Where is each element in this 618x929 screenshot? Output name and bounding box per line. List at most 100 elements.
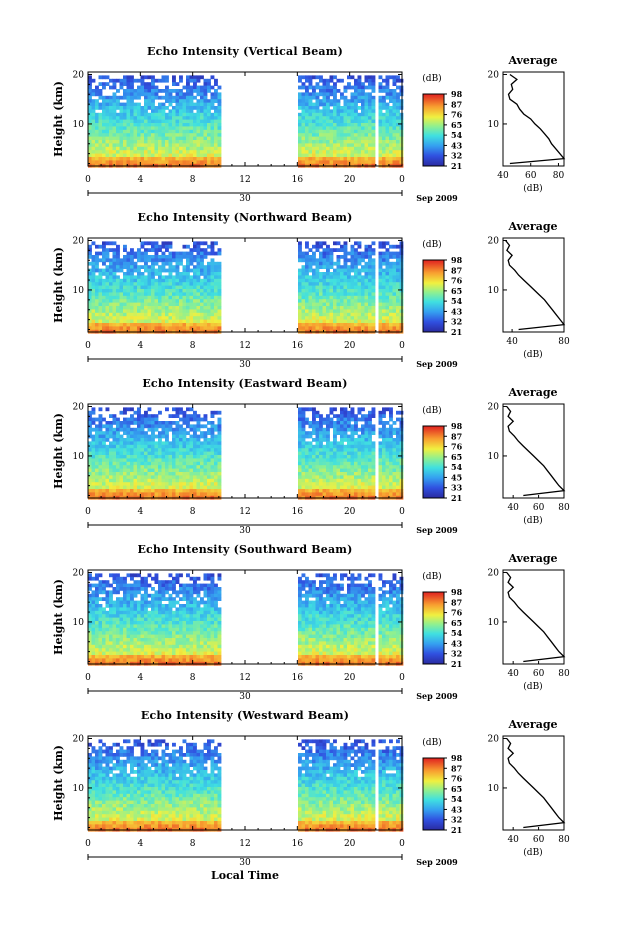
heatmap-cell bbox=[200, 251, 204, 256]
heatmap-cell bbox=[361, 89, 365, 93]
heatmap-cell bbox=[385, 489, 390, 493]
heatmap-cell bbox=[147, 153, 152, 158]
heatmap-cell bbox=[378, 448, 383, 452]
heatmap-cell bbox=[98, 106, 103, 110]
heatmap-cell bbox=[312, 309, 316, 314]
heatmap-cell bbox=[133, 285, 138, 290]
heatmap-cell bbox=[158, 116, 162, 120]
heatmap-cell bbox=[189, 292, 194, 297]
heatmap-cell bbox=[130, 444, 134, 449]
heatmap-cell bbox=[308, 119, 313, 124]
heatmap-cell bbox=[210, 153, 215, 158]
heatmap-cell bbox=[123, 136, 127, 141]
heatmap-cell bbox=[336, 160, 341, 165]
heatmap-cell bbox=[203, 85, 208, 90]
heatmap-cell bbox=[154, 417, 159, 422]
heatmap-cell bbox=[119, 116, 124, 120]
heatmap-cell bbox=[165, 160, 169, 165]
heatmap-cell bbox=[210, 461, 215, 466]
heatmap-cell bbox=[329, 89, 334, 93]
heatmap-cell bbox=[88, 302, 92, 307]
heatmap-cell bbox=[196, 251, 201, 256]
heatmap-cell bbox=[130, 407, 134, 412]
heatmap-cell bbox=[312, 112, 316, 117]
heatmap-cell bbox=[371, 75, 376, 80]
heatmap-cell bbox=[165, 424, 169, 429]
heatmap-cell bbox=[333, 461, 337, 466]
heatmap-cell bbox=[193, 410, 197, 415]
heatmap-cell bbox=[172, 129, 176, 134]
heatmap-cell bbox=[123, 489, 127, 493]
heatmap-cell bbox=[165, 431, 169, 435]
heatmap-cell bbox=[112, 109, 117, 114]
heatmap-cell bbox=[147, 468, 152, 473]
heatmap-cell bbox=[137, 95, 141, 100]
heatmap-cell bbox=[203, 116, 208, 120]
heatmap-cell bbox=[119, 465, 124, 469]
heatmap-cell bbox=[161, 309, 166, 314]
heatmap-cell bbox=[357, 278, 362, 283]
heatmap-cell bbox=[308, 109, 313, 114]
heatmap-cell bbox=[347, 278, 351, 283]
heatmap-cell bbox=[172, 309, 176, 314]
heatmap-cell bbox=[368, 119, 372, 124]
heatmap-cell bbox=[200, 75, 204, 80]
heatmap-cell bbox=[217, 143, 222, 148]
heatmap-cell bbox=[88, 468, 92, 473]
heatmap-cell bbox=[175, 255, 180, 259]
heatmap-cell bbox=[140, 478, 145, 483]
heatmap-cell bbox=[354, 140, 358, 144]
heatmap-cell bbox=[207, 82, 211, 86]
heatmap-cell bbox=[168, 319, 173, 324]
heatmap-cell bbox=[347, 106, 351, 110]
heatmap-cell bbox=[161, 265, 166, 269]
heatmap-cell bbox=[158, 316, 162, 320]
heatmap-cell bbox=[98, 140, 103, 144]
heatmap-cell bbox=[182, 143, 187, 148]
heatmap-cell bbox=[105, 255, 110, 259]
heatmap-cell bbox=[392, 95, 397, 100]
heatmap-cell bbox=[361, 153, 365, 158]
heatmap-cell bbox=[189, 140, 194, 144]
heatmap-cell bbox=[305, 306, 309, 310]
heatmap-cell bbox=[340, 407, 344, 412]
heatmap-cell bbox=[350, 119, 355, 124]
heatmap-cell bbox=[361, 407, 365, 412]
heatmap-cell bbox=[399, 85, 404, 90]
heatmap-cell bbox=[319, 441, 323, 446]
heatmap-cell bbox=[172, 150, 176, 154]
heatmap-cell bbox=[98, 150, 103, 154]
heatmap-cell bbox=[368, 444, 372, 449]
heatmap-cell bbox=[168, 427, 173, 432]
heatmap-cell bbox=[329, 319, 334, 324]
colorbar-tick-label: 65 bbox=[451, 120, 462, 130]
heatmap-cell bbox=[200, 282, 204, 286]
heatmap-cell bbox=[343, 109, 348, 114]
heatmap-cell bbox=[347, 136, 351, 141]
heatmap-cell bbox=[319, 295, 323, 300]
heatmap-cell bbox=[91, 255, 96, 259]
heatmap-cell bbox=[340, 282, 344, 286]
heatmap-cell bbox=[200, 95, 204, 100]
heatmap-cell bbox=[364, 285, 369, 290]
heatmap-cell bbox=[88, 326, 92, 331]
heatmap-cell bbox=[140, 258, 145, 263]
heatmap-cell bbox=[347, 119, 351, 124]
heatmap-cell bbox=[361, 92, 365, 97]
heatmap-cell bbox=[147, 461, 152, 466]
heatmap-cell bbox=[312, 414, 316, 418]
heatmap-cell bbox=[119, 306, 124, 310]
heatmap-cell bbox=[172, 316, 176, 320]
heatmap-cell bbox=[133, 153, 138, 158]
heatmap-cell bbox=[179, 438, 183, 442]
heatmap-cell bbox=[361, 424, 365, 429]
heatmap-cell bbox=[140, 444, 145, 449]
heatmap-cell bbox=[140, 255, 145, 259]
heatmap-cell bbox=[333, 157, 337, 161]
heatmap-cell bbox=[368, 255, 372, 259]
heatmap-cell bbox=[154, 482, 159, 486]
heatmap-cell bbox=[161, 268, 166, 273]
heatmap-cell bbox=[389, 275, 393, 280]
heatmap-cell bbox=[326, 133, 330, 137]
heatmap-cell bbox=[357, 326, 362, 331]
